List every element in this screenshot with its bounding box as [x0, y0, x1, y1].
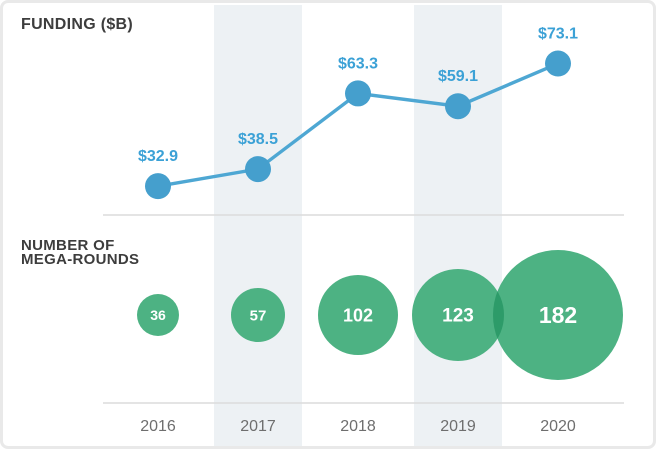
- funding-value-label: $38.5: [238, 131, 278, 148]
- year-label-2016: 2016: [140, 418, 176, 435]
- mega-rounds-count-label: 36: [150, 307, 166, 323]
- year-label-2018: 2018: [340, 418, 376, 435]
- year-label-2017: 2017: [240, 418, 276, 435]
- chart-canvas: $32.9 $38.5 $63.3 $59.1 $73.1 36 57 102 123 182 20…: [103, 5, 624, 446]
- mega-rounds-bubble-2020: [493, 250, 623, 380]
- mega-rounds-bubble-2017: [231, 288, 285, 342]
- mega-rounds-count-label: 123: [442, 306, 474, 327]
- column-stripe-2017: [214, 5, 302, 446]
- mega-rounds-bubble-2019: [412, 269, 504, 361]
- year-label-2019: 2019: [440, 418, 476, 435]
- funding-point-2020: [545, 50, 571, 77]
- mega-rounds-count-label: 57: [250, 307, 267, 324]
- funding-point-2016: [145, 173, 171, 200]
- mega-rounds-bubble-2016: [137, 294, 179, 336]
- funding-point-2017: [245, 156, 271, 183]
- funding-section-title: FUNDING ($B): [21, 16, 134, 33]
- funding-value-label: $32.9: [138, 148, 178, 165]
- funding-value-label: $73.1: [538, 26, 578, 43]
- mega-rounds-count-label: 102: [343, 305, 373, 325]
- funding-point-2018: [345, 80, 371, 107]
- column-stripe-2019: [414, 5, 502, 446]
- funding-value-label: $59.1: [438, 68, 478, 85]
- mega-rounds-bubble-2018: [318, 275, 398, 355]
- year-label-2020: 2020: [540, 418, 576, 435]
- funding-value-label: $63.3: [338, 55, 378, 72]
- funding-point-2019: [445, 93, 471, 120]
- mega-rounds-count-label: 182: [539, 302, 577, 328]
- mega-rounds-section-title: NUMBER OF MEGA-ROUNDS: [21, 237, 140, 268]
